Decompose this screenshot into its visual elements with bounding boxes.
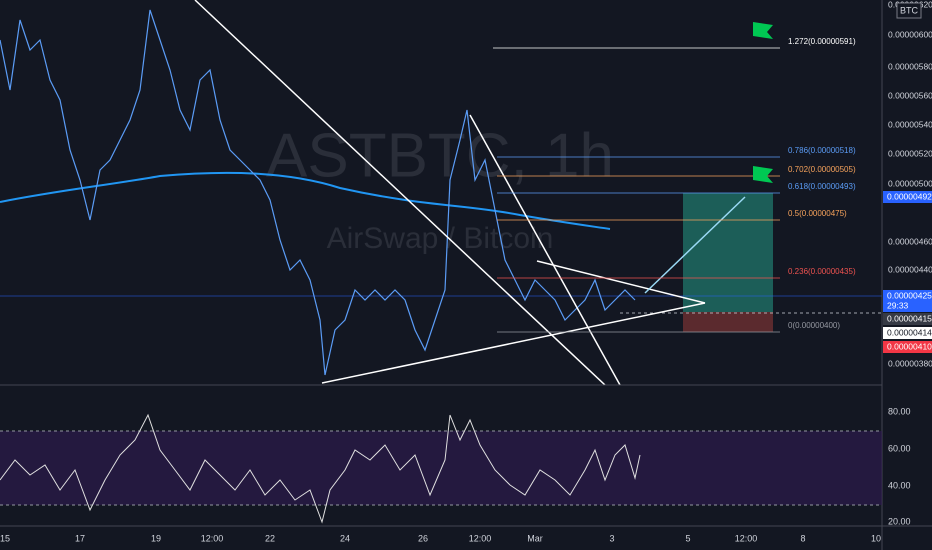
- price-badge: [883, 313, 932, 325]
- trend-lines: [194, 0, 746, 386]
- price-badge-label: 0.00000414: [887, 327, 932, 337]
- fib-levels: 1.272(0.00000591) 0.786(0.00000518) 0.702(…: [493, 37, 856, 333]
- moving-average: [0, 171, 611, 230]
- price-badge: [883, 290, 932, 312]
- time-label: 3: [609, 533, 614, 543]
- price-label: 0.00000440: [888, 264, 932, 274]
- price-label: 0.00000540: [888, 119, 932, 129]
- time-label: Mar: [527, 533, 543, 543]
- price-label: 0.00000460: [888, 236, 932, 246]
- price-path: [0, 9, 636, 376]
- rsi-label: 80.00: [888, 406, 911, 416]
- price-label: 0.00000380: [888, 358, 932, 368]
- rsi-label: 60.00: [888, 443, 911, 453]
- time-label: 8: [800, 533, 805, 543]
- time-label: 12:00: [469, 533, 492, 543]
- price-badge-label: 0.00000492: [887, 191, 932, 201]
- price-label: 0.00000520: [888, 148, 932, 158]
- currency-label: BTC: [900, 5, 919, 15]
- time-label: 26: [418, 533, 428, 543]
- price-badge-label: 0.00000425: [887, 290, 932, 300]
- price-badge: [883, 341, 932, 353]
- flag-icon: [753, 22, 773, 46]
- time-label: 12:00: [201, 533, 224, 543]
- flag-icon: [753, 166, 773, 190]
- fib-label: 0.618(0.00000493): [788, 182, 856, 191]
- price-label: 0.00000580: [888, 61, 932, 71]
- price-label: 0.00000500: [888, 178, 932, 188]
- fib-label: 0.786(0.00000518): [788, 146, 856, 155]
- time-label: 12:00: [735, 533, 758, 543]
- time-label: 17: [75, 533, 85, 543]
- price-badge-label: 0.00000410: [887, 341, 932, 351]
- fib-label: 0.702(0.00000505): [788, 165, 856, 174]
- fib-label: 0.236(0.00000435): [788, 267, 856, 276]
- symbol-watermark: ASTBTC, 1h: [266, 121, 614, 190]
- countdown-label: 29:33: [887, 300, 909, 310]
- rsi-label: 20.00: [888, 516, 911, 526]
- time-label: 19: [151, 533, 161, 543]
- rsi-label: 40.00: [888, 480, 911, 490]
- price-label: 0.00000560: [888, 90, 932, 100]
- currency-box: [896, 2, 922, 19]
- price-label: 0.00000600: [888, 29, 932, 39]
- rsi-band: [0, 431, 882, 505]
- fib-label: 0.5(0.00000475): [788, 209, 847, 218]
- price-badge: [883, 327, 932, 339]
- time-label: 24: [340, 533, 350, 543]
- rsi-line: [0, 413, 641, 524]
- fib-label: 0(0.00000400): [788, 321, 840, 330]
- description-watermark: AirSwap / Bitcoin: [327, 222, 554, 255]
- stop-zone: [683, 312, 773, 332]
- time-label: 15: [0, 533, 10, 543]
- fib-label: 1.272(0.00000591): [788, 37, 856, 46]
- time-label: 10: [871, 533, 881, 543]
- time-label: 5: [685, 533, 690, 543]
- time-label: 22: [265, 533, 275, 543]
- price-badge: [883, 191, 932, 203]
- price-badge-label: 0.00000415: [887, 313, 932, 323]
- target-zone: [683, 193, 773, 312]
